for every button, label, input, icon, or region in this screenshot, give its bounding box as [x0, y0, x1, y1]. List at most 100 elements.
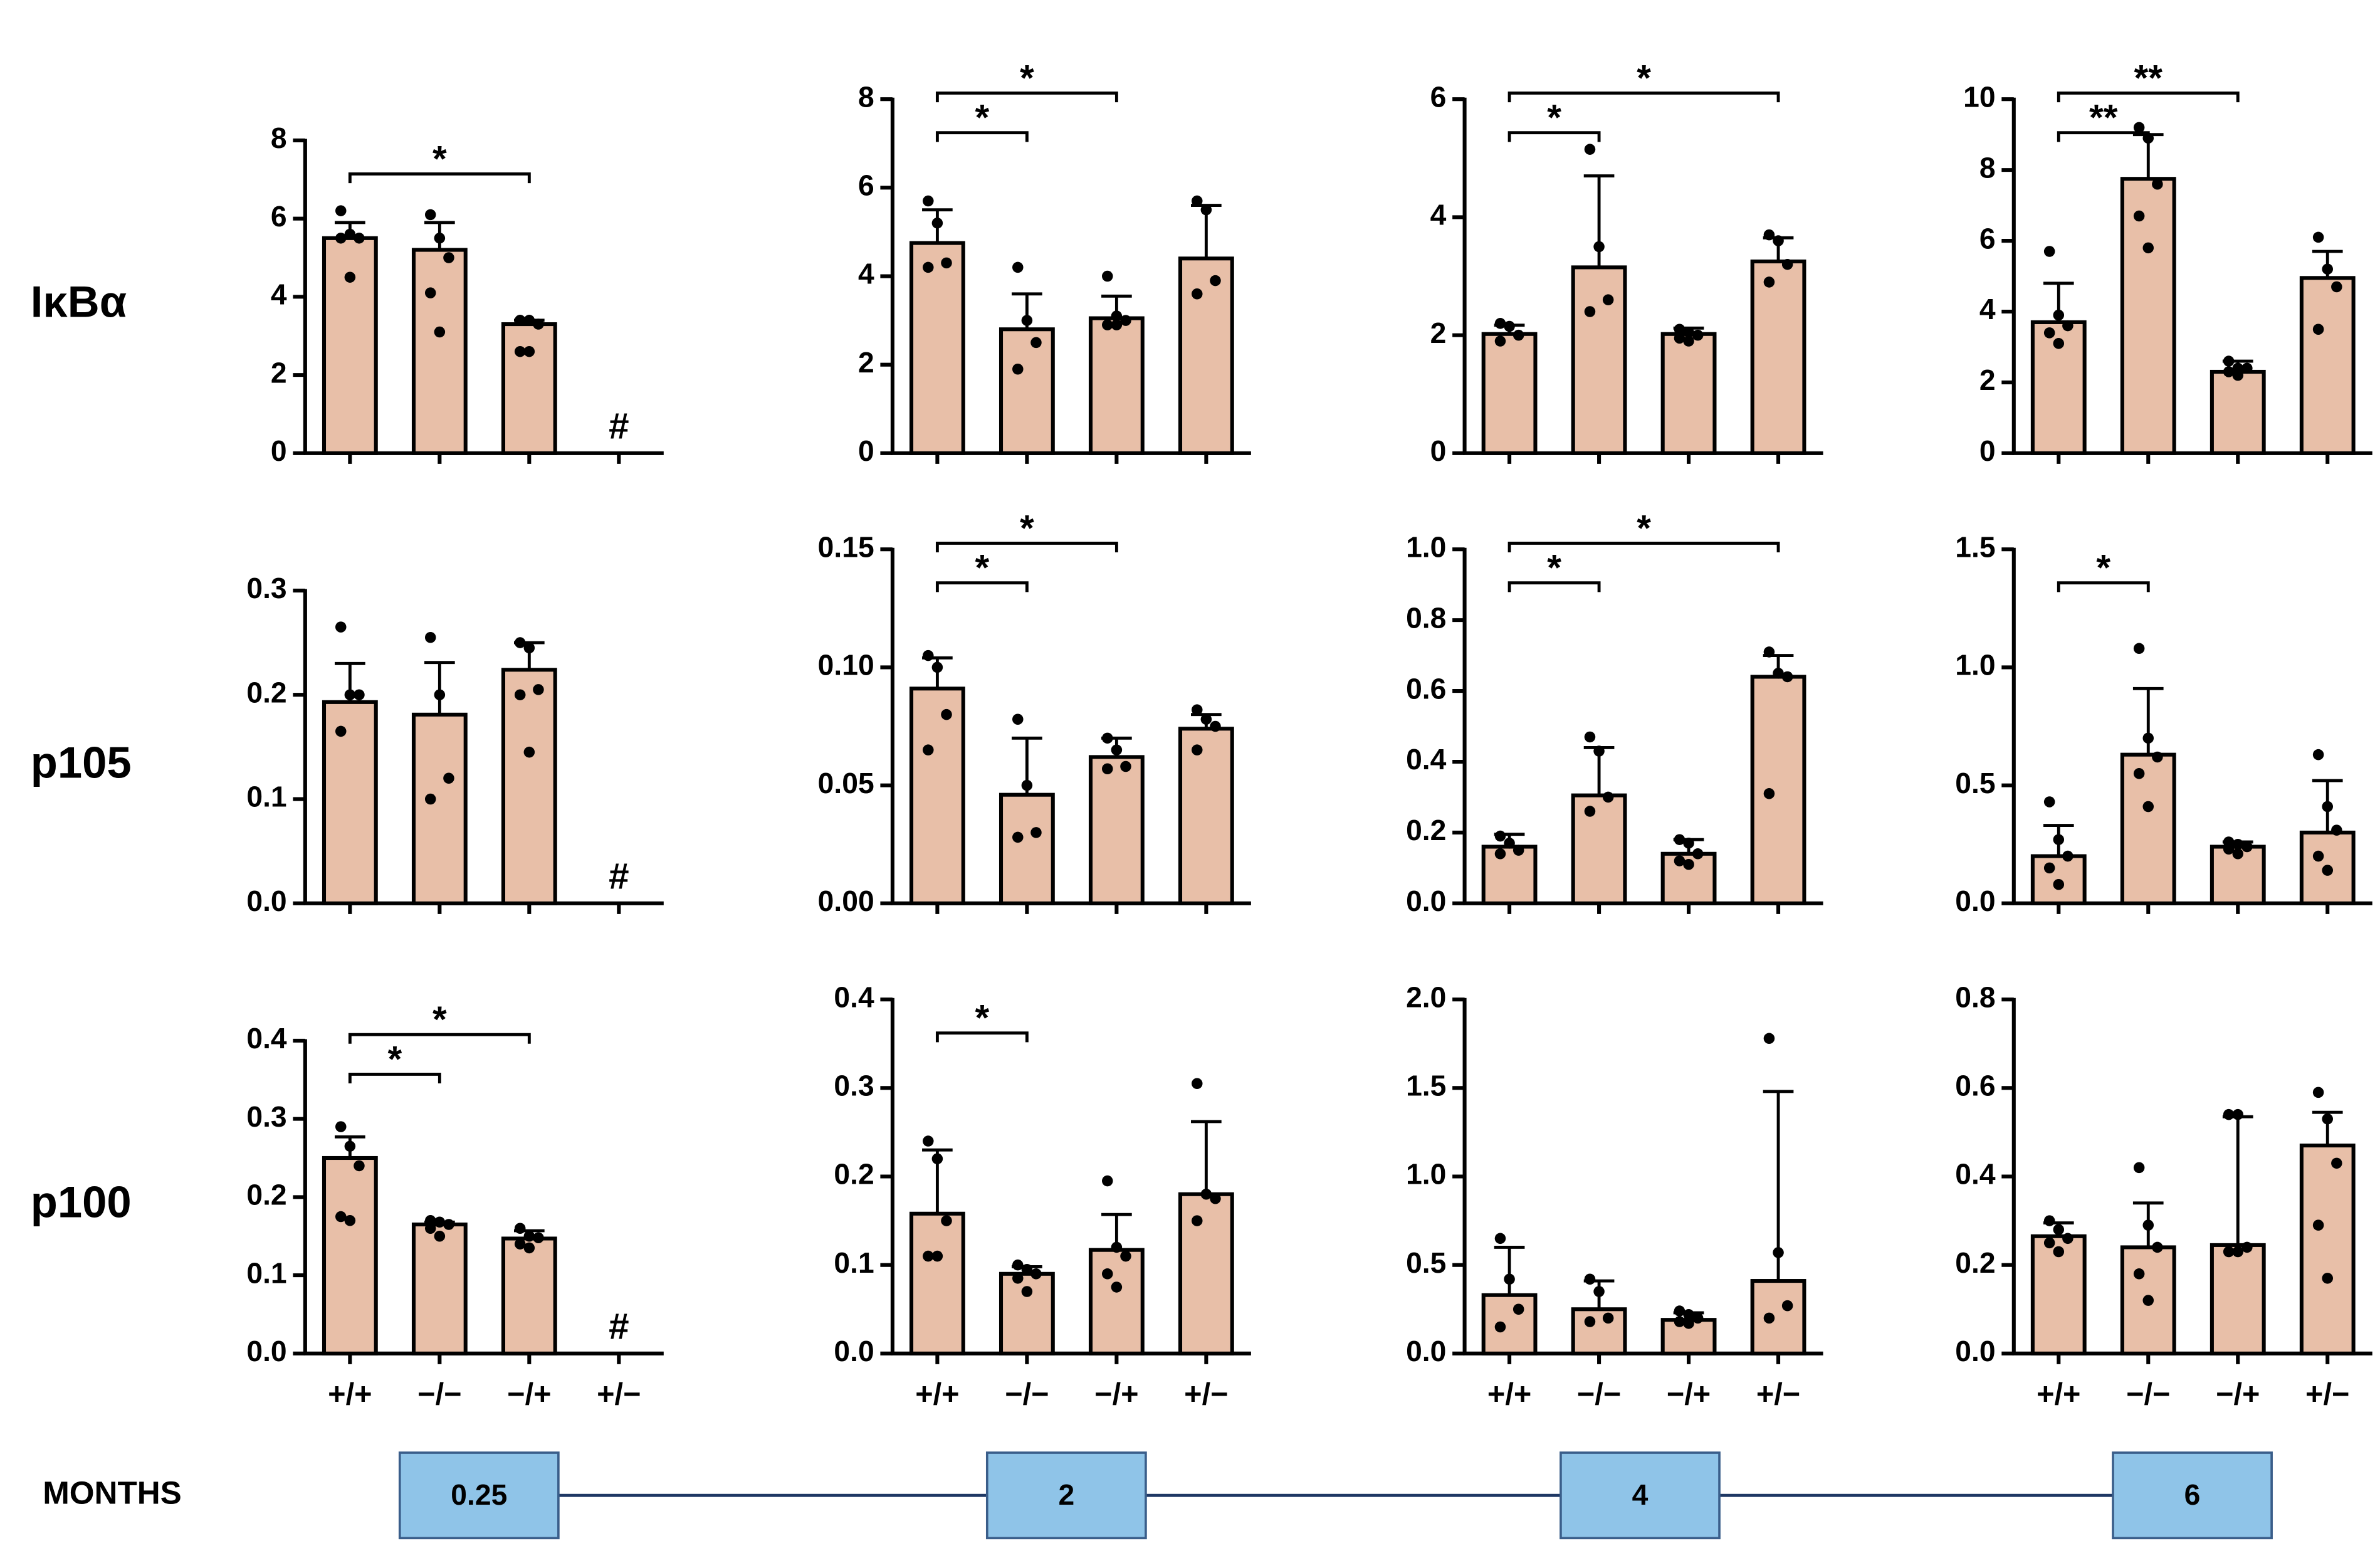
y-tick-label: 0.4 — [246, 1022, 287, 1055]
y-tick-label: 0.0 — [1955, 1335, 1995, 1367]
significance-bracket — [1507, 542, 1780, 553]
data-point — [1593, 241, 1605, 253]
data-point — [1773, 235, 1784, 246]
y-tick-label: 0.4 — [1406, 743, 1447, 776]
data-point — [1584, 1316, 1596, 1327]
data-point — [1120, 315, 1131, 326]
y-tick-label: 0.8 — [1955, 981, 1995, 1013]
data-point — [1200, 713, 1212, 725]
significance-bracket — [348, 1073, 441, 1084]
data-point — [2312, 749, 2324, 760]
data-point — [2053, 338, 2065, 349]
data-point — [1012, 261, 1024, 273]
data-point — [2312, 1219, 2324, 1231]
bar — [411, 248, 468, 455]
y-tick-label: 4 — [858, 258, 874, 290]
y-tick-label: 8 — [1979, 151, 1996, 184]
y-tick-label: 0.8 — [1406, 601, 1446, 634]
y-tick-label: 1.0 — [1406, 530, 1446, 563]
data-point — [1120, 760, 1131, 772]
data-point — [2043, 246, 2055, 257]
data-point — [1763, 646, 1775, 658]
bar — [411, 712, 468, 905]
y-tick-label: 2.0 — [1406, 981, 1446, 1013]
x-tick-label: −/− — [2126, 1377, 2170, 1411]
bar — [1088, 316, 1145, 455]
data-point — [523, 1230, 535, 1242]
data-point — [514, 637, 526, 648]
x-tick-label: −/+ — [507, 1377, 551, 1411]
bar — [322, 236, 378, 455]
data-point — [1692, 1312, 1704, 1324]
y-tick-label: 0.0 — [1955, 885, 1995, 917]
x-tick-label: +/+ — [328, 1377, 372, 1411]
x-tick-label: −/+ — [2216, 1377, 2260, 1411]
data-point — [424, 287, 436, 298]
data-point — [2223, 366, 2235, 377]
month-label: 2 — [1058, 1478, 1074, 1511]
data-point — [1102, 319, 1113, 330]
data-point — [424, 793, 436, 805]
data-point — [434, 1216, 446, 1228]
data-point — [344, 228, 356, 240]
data-point — [1111, 1241, 1123, 1253]
data-point — [2312, 231, 2324, 243]
data-point — [2322, 263, 2334, 275]
bar — [2210, 369, 2266, 455]
data-point — [923, 195, 934, 207]
data-point — [1674, 324, 1685, 335]
data-point — [1494, 848, 1506, 860]
y-tick-label: 0.0 — [246, 885, 286, 917]
data-point — [2062, 1233, 2073, 1245]
significance-label: * — [975, 548, 990, 589]
bar — [1750, 675, 1806, 905]
data-point — [923, 744, 934, 755]
data-point — [1102, 1268, 1113, 1280]
bar — [2120, 752, 2176, 905]
bar — [2030, 320, 2087, 455]
significance-label: * — [432, 999, 447, 1040]
x-tick-label: −/− — [417, 1377, 461, 1411]
data-point — [923, 1250, 934, 1262]
data-point — [434, 233, 446, 244]
data-point — [354, 1160, 365, 1172]
bar — [2120, 177, 2176, 455]
x-tick-label: +/− — [597, 1377, 641, 1411]
data-point — [1030, 337, 1042, 349]
significance-bracket — [935, 1031, 1029, 1043]
month-box — [1560, 1451, 1721, 1540]
data-point — [1494, 830, 1506, 842]
data-point — [2223, 1108, 2235, 1120]
y-tick-label: 0.10 — [818, 649, 874, 682]
bar — [999, 792, 1055, 905]
data-point — [1763, 229, 1775, 241]
data-point — [1210, 1193, 1221, 1204]
data-point — [1200, 1188, 1212, 1200]
data-point — [443, 1219, 454, 1230]
data-point — [1683, 327, 1694, 338]
y-tick-label: 0.1 — [834, 1246, 874, 1279]
data-point — [2312, 850, 2324, 862]
data-point — [514, 689, 526, 700]
bar — [999, 327, 1055, 455]
data-point — [1191, 704, 1203, 715]
data-point — [1120, 1250, 1131, 1262]
data-point — [1593, 745, 1605, 757]
significance-bracket — [935, 131, 1029, 142]
data-point — [1674, 332, 1685, 344]
y-tick-label: 0.5 — [1406, 1246, 1446, 1279]
significance-label: * — [975, 998, 990, 1039]
month-box — [985, 1451, 1147, 1540]
data-point — [2043, 1215, 2055, 1226]
y-tick-label: 0.15 — [818, 530, 874, 563]
data-point — [1683, 858, 1694, 870]
data-point — [1504, 320, 1515, 332]
month-label: 4 — [1632, 1478, 1649, 1511]
data-point — [1602, 294, 1614, 305]
data-point — [941, 257, 952, 269]
bar — [322, 1155, 378, 1355]
bar — [1571, 265, 1627, 455]
significance-label: * — [1637, 508, 1651, 549]
data-point — [443, 772, 454, 784]
